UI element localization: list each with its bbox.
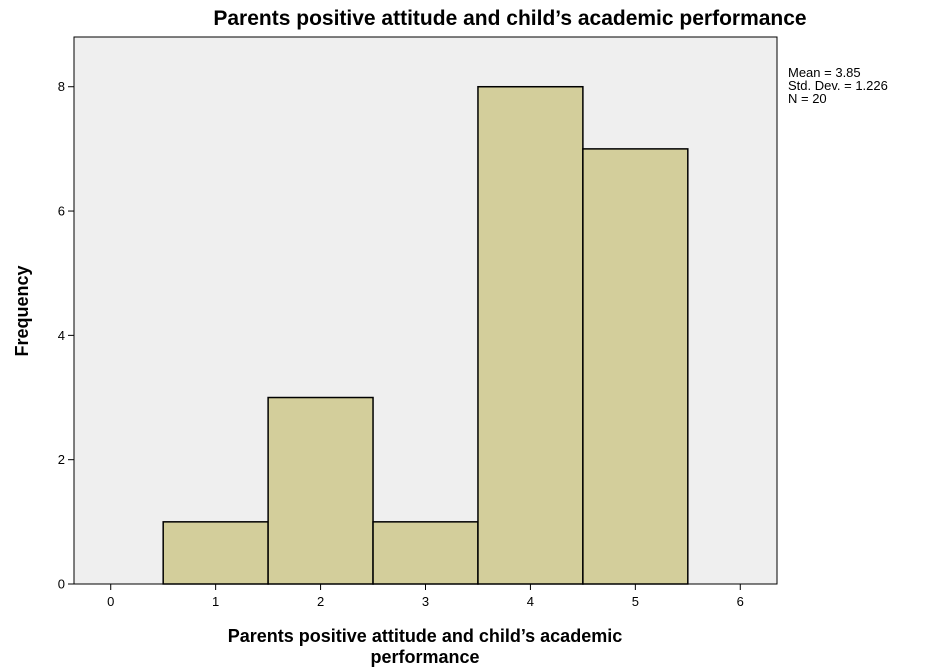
histogram-bar-5 (582, 148, 689, 585)
histogram-bar-1 (162, 521, 269, 585)
x-tick-label: 2 (317, 594, 324, 609)
y-axis-title: Frequency (12, 265, 32, 356)
y-axis: 0 2 4 6 8 (58, 79, 74, 592)
stats-std-dev: Std. Dev. = 1.226 (788, 78, 888, 93)
x-tick-label: 4 (527, 594, 534, 609)
x-tick-label: 3 (422, 594, 429, 609)
histogram-bar-2 (267, 396, 374, 585)
x-tick-label: 0 (107, 594, 114, 609)
y-tick-label: 0 (58, 577, 65, 592)
y-tick-label: 6 (58, 204, 65, 219)
chart-title: Parents positive attitude and child’s ac… (213, 7, 806, 30)
x-tick-label: 6 (737, 594, 744, 609)
y-tick-label: 8 (58, 79, 65, 94)
y-tick-label: 2 (58, 452, 65, 467)
x-tick-label: 1 (212, 594, 219, 609)
bars-group (162, 85, 689, 585)
histogram-bar-4 (477, 85, 584, 585)
x-axis: 0 1 2 3 4 5 6 (107, 584, 744, 609)
stats-mean: Mean = 3.85 (788, 65, 861, 80)
stats-n: N = 20 (788, 91, 827, 106)
y-tick-label: 4 (58, 328, 65, 343)
x-tick-label: 5 (632, 594, 639, 609)
x-axis-title-line-1: Parents positive attitude and child’s ac… (228, 626, 622, 646)
histogram-bar-3 (372, 521, 479, 585)
x-axis-title-line-2: performance (370, 647, 479, 667)
